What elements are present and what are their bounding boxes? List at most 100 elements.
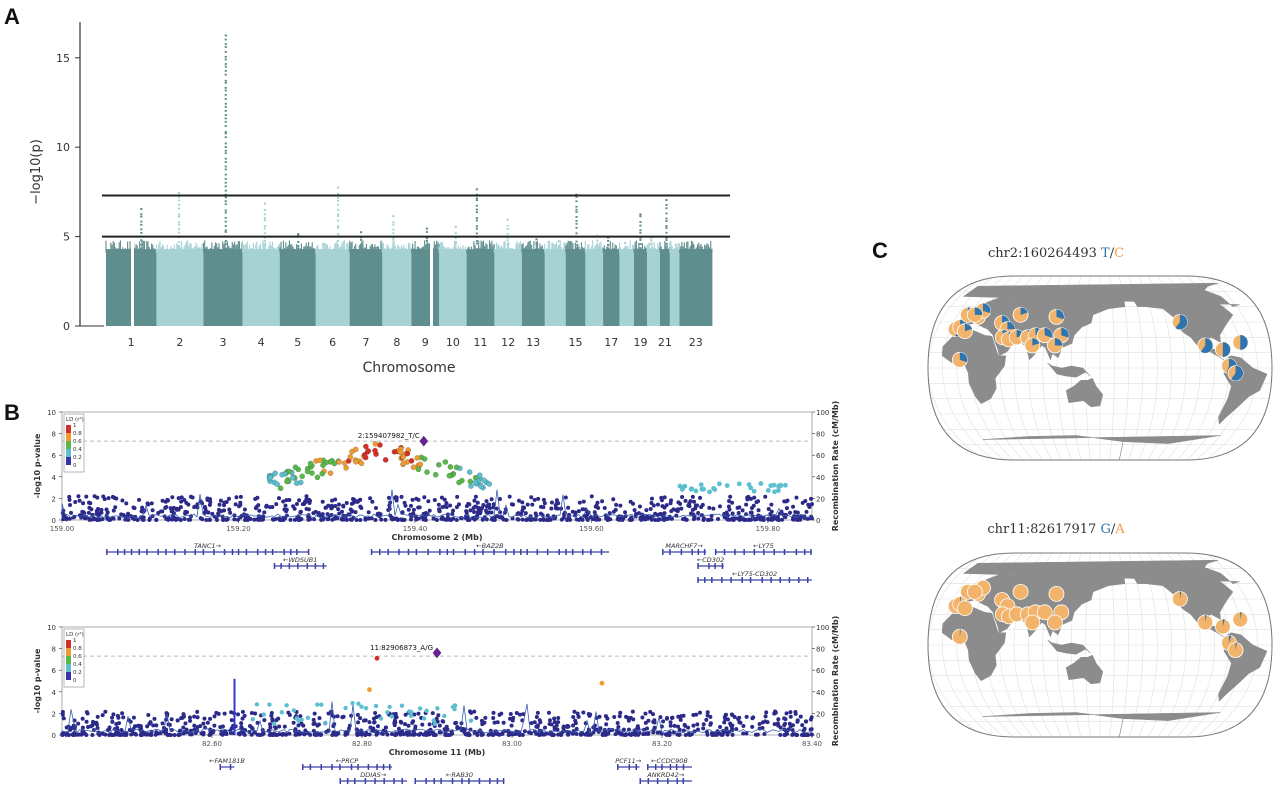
snp-point bbox=[392, 247, 395, 250]
gene-label: ANKRD42→ bbox=[646, 771, 684, 779]
snp-dot bbox=[163, 731, 168, 736]
snp-dot bbox=[523, 511, 528, 516]
snp-point bbox=[425, 244, 429, 247]
ld-snp-dot bbox=[417, 706, 423, 711]
snp-point bbox=[224, 189, 227, 192]
snp-point bbox=[224, 220, 227, 223]
snp-peak-point bbox=[140, 207, 143, 210]
snp-dot bbox=[633, 511, 638, 516]
snp-dot bbox=[256, 732, 261, 737]
ld-snp-dot bbox=[717, 481, 722, 487]
snp-dot bbox=[763, 494, 768, 499]
snp-dot bbox=[370, 499, 375, 504]
gene-label: DDIAS→ bbox=[360, 771, 386, 779]
gene-exon bbox=[331, 764, 333, 770]
chromosome-block-11 bbox=[466, 249, 495, 326]
snp-point bbox=[337, 239, 340, 242]
ld-snp-dot bbox=[783, 482, 788, 488]
snp-dot bbox=[178, 517, 183, 522]
snp-point bbox=[639, 229, 642, 232]
snp-dot bbox=[442, 727, 447, 732]
gene-exon bbox=[558, 549, 560, 555]
chromosome-block-14 bbox=[544, 249, 567, 326]
chromosome-block-2 bbox=[156, 249, 204, 326]
gene-exon bbox=[590, 549, 592, 555]
snp-dot bbox=[236, 712, 241, 717]
snp-dot bbox=[659, 495, 664, 500]
snp-point bbox=[224, 168, 227, 171]
snp-dot bbox=[187, 715, 192, 720]
snp-dot bbox=[61, 716, 66, 721]
snp-dot bbox=[70, 725, 75, 730]
snp-dot bbox=[581, 710, 586, 715]
allele-frequency-pie bbox=[1012, 306, 1029, 323]
snp-dot bbox=[131, 715, 136, 720]
snp-dot bbox=[464, 509, 469, 514]
snp-dot bbox=[651, 503, 656, 508]
gene-exon bbox=[647, 778, 650, 784]
snp-peak-point bbox=[454, 225, 457, 228]
snp-point bbox=[337, 192, 340, 195]
snp-dot bbox=[462, 730, 467, 735]
gene-exon bbox=[223, 549, 226, 555]
snp-dot bbox=[173, 516, 178, 521]
ld-snp-dot bbox=[284, 703, 289, 708]
snp-dot bbox=[480, 506, 485, 511]
snp-dot bbox=[783, 721, 788, 726]
gene-exon bbox=[496, 778, 499, 784]
snp-dot bbox=[683, 732, 688, 737]
snp-dot bbox=[207, 502, 212, 507]
snp-dot bbox=[790, 732, 795, 737]
panel-label-a: A bbox=[4, 4, 20, 29]
allele-frequency-pie bbox=[1197, 614, 1214, 631]
y-tick-label: 2 bbox=[52, 710, 56, 718]
y2-tick-label: 20 bbox=[816, 495, 825, 503]
snp-dot bbox=[529, 495, 534, 500]
gene-exon bbox=[339, 778, 341, 784]
snp-dot bbox=[242, 713, 247, 718]
snp-dot bbox=[430, 711, 435, 716]
snp-dot bbox=[769, 509, 774, 514]
snp-point bbox=[639, 221, 642, 223]
snp-dot bbox=[698, 495, 703, 500]
snp-dot bbox=[662, 495, 667, 500]
snp-dot bbox=[292, 506, 297, 511]
snp-dot bbox=[604, 722, 609, 727]
snp-dot bbox=[744, 731, 749, 736]
snp-point bbox=[337, 196, 340, 199]
ld-snp-dot bbox=[424, 708, 429, 713]
x-tick-label: 3 bbox=[219, 336, 226, 349]
gene-exon bbox=[357, 764, 359, 770]
snp-dot bbox=[494, 506, 499, 511]
snp-dot bbox=[737, 715, 742, 720]
snp-dot bbox=[607, 517, 612, 522]
snp-dot bbox=[293, 732, 298, 737]
snp-dot bbox=[190, 495, 195, 500]
ld-legend-swatch bbox=[66, 425, 71, 433]
gene-exon bbox=[468, 778, 470, 784]
snp-dot bbox=[165, 497, 170, 502]
ld-snp-dot bbox=[442, 713, 447, 719]
snp-dot bbox=[509, 731, 514, 736]
chromosome-block-8 bbox=[382, 249, 412, 326]
map-title-chr2: chr2:160264493 T/C bbox=[987, 246, 1125, 261]
ld-snp-dot bbox=[481, 477, 487, 483]
snp-dot bbox=[616, 725, 621, 730]
ld-snp-dot bbox=[467, 478, 473, 485]
snp-dot bbox=[81, 501, 86, 506]
snp-dot bbox=[716, 516, 721, 521]
snp-dot bbox=[94, 517, 99, 522]
ld-snp-dot bbox=[319, 471, 325, 477]
ld-snp-dot bbox=[353, 446, 359, 453]
snp-dot bbox=[635, 724, 640, 729]
snp-dot bbox=[790, 723, 795, 728]
snp-dot bbox=[588, 732, 593, 737]
snp-dot bbox=[736, 510, 741, 515]
snp-dot bbox=[441, 517, 446, 522]
y-axis-label: -log10 p-value bbox=[33, 433, 42, 498]
pie-slice-allele2 bbox=[957, 600, 973, 617]
gene-exon bbox=[415, 549, 418, 555]
snp-dot bbox=[765, 720, 770, 725]
snp-dot bbox=[403, 722, 408, 727]
